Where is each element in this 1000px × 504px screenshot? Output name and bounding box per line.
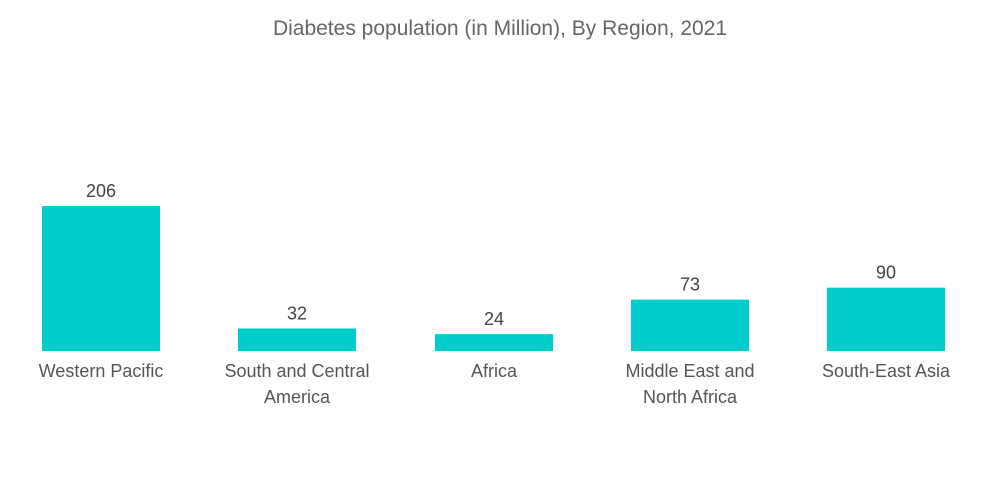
data-label-0: 206 <box>86 181 116 201</box>
bar-4 <box>827 287 945 351</box>
category-label-2: Africa <box>471 361 518 381</box>
chart-title: Diabetes population (in Million), By Reg… <box>272 17 728 40</box>
bar-3 <box>631 299 749 351</box>
category-label-4: South-East Asia <box>822 361 951 381</box>
category-label-3: Middle East and <box>625 361 754 381</box>
bar-2 <box>435 334 553 351</box>
data-label-1: 32 <box>287 303 307 323</box>
data-label-3: 73 <box>680 275 700 295</box>
data-label-4: 90 <box>876 263 896 283</box>
category-label-1-line-1: America <box>264 387 331 407</box>
bar-0 <box>42 206 160 351</box>
category-label-3-line-1: North Africa <box>643 387 738 407</box>
bar-1 <box>238 328 356 351</box>
data-label-2: 24 <box>484 309 504 329</box>
category-label-1: South and Central <box>224 361 369 381</box>
category-label-0: Western Pacific <box>39 361 164 381</box>
